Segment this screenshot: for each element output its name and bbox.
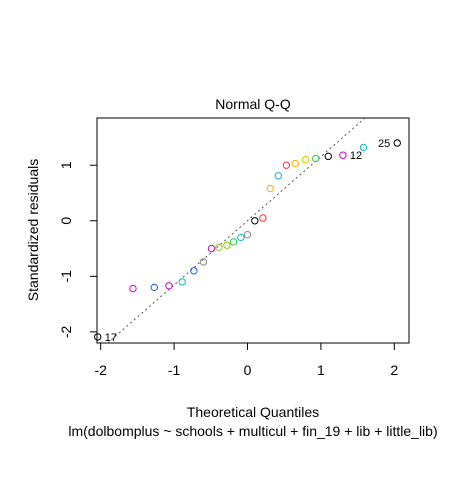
y-axis-label: Standardized residuals	[25, 159, 41, 301]
point-label: 12	[350, 150, 362, 162]
x-tick-label: -2	[94, 362, 107, 378]
point-label: 17	[105, 332, 117, 344]
y-tick-label: -2	[58, 325, 74, 338]
y-tick-label: 0	[58, 217, 74, 225]
point-label: 25	[378, 138, 390, 150]
x-tick-label: 1	[317, 362, 325, 378]
x-tick-label: 2	[390, 362, 398, 378]
y-tick-label: -1	[58, 270, 74, 283]
chart-title: Normal Q-Q	[215, 96, 291, 112]
x-tick-label: -1	[168, 362, 181, 378]
model-formula: lm(dolbomplus ~ schools + multicul + fin…	[68, 423, 437, 439]
x-tick-label: 0	[244, 362, 252, 378]
y-tick-label: 1	[58, 161, 74, 169]
x-axis-label: Theoretical Quantiles	[187, 404, 319, 420]
